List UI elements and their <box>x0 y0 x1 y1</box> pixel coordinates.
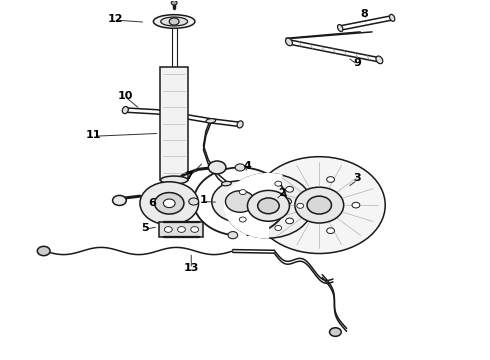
Text: 2: 2 <box>278 188 286 198</box>
Circle shape <box>239 217 246 222</box>
Circle shape <box>295 187 343 223</box>
Polygon shape <box>224 174 282 238</box>
Circle shape <box>239 190 246 195</box>
Bar <box>159 222 203 237</box>
Text: 3: 3 <box>354 173 361 183</box>
Circle shape <box>163 199 175 208</box>
Circle shape <box>189 198 198 205</box>
Circle shape <box>171 1 177 5</box>
Circle shape <box>258 198 279 214</box>
Circle shape <box>225 191 255 212</box>
Text: 10: 10 <box>118 91 133 101</box>
Circle shape <box>224 174 313 238</box>
Circle shape <box>307 196 331 214</box>
Circle shape <box>327 177 335 183</box>
Text: 1: 1 <box>199 195 207 205</box>
Ellipse shape <box>338 24 343 32</box>
Circle shape <box>247 190 290 221</box>
Circle shape <box>191 226 198 232</box>
Circle shape <box>235 164 245 171</box>
Ellipse shape <box>153 15 195 28</box>
Circle shape <box>286 186 294 192</box>
Text: 12: 12 <box>108 14 123 24</box>
Circle shape <box>140 182 198 225</box>
Circle shape <box>253 157 385 253</box>
Ellipse shape <box>161 17 188 26</box>
Text: 11: 11 <box>86 130 101 140</box>
Text: 7: 7 <box>185 171 193 181</box>
Circle shape <box>286 218 294 224</box>
Circle shape <box>275 225 282 230</box>
Circle shape <box>228 231 238 239</box>
Text: 5: 5 <box>141 224 148 233</box>
Circle shape <box>330 328 341 336</box>
Text: 4: 4 <box>244 161 251 171</box>
Ellipse shape <box>237 121 243 128</box>
Ellipse shape <box>286 38 293 46</box>
Circle shape <box>208 161 226 174</box>
Text: 13: 13 <box>184 263 199 273</box>
Text: 9: 9 <box>353 58 361 68</box>
Ellipse shape <box>206 119 216 123</box>
Ellipse shape <box>390 14 395 21</box>
Circle shape <box>297 203 304 208</box>
Ellipse shape <box>221 181 231 186</box>
Ellipse shape <box>376 56 383 64</box>
Text: 6: 6 <box>148 198 156 208</box>
Circle shape <box>113 195 126 206</box>
Circle shape <box>275 181 282 186</box>
Circle shape <box>37 246 50 256</box>
Bar <box>160 67 188 180</box>
Circle shape <box>169 18 179 25</box>
Ellipse shape <box>122 107 128 114</box>
Circle shape <box>155 193 184 214</box>
Circle shape <box>212 181 269 222</box>
Text: 8: 8 <box>361 9 368 19</box>
Circle shape <box>177 226 185 232</box>
Circle shape <box>352 202 360 208</box>
Circle shape <box>282 198 292 205</box>
Circle shape <box>164 226 172 232</box>
Circle shape <box>327 228 335 234</box>
Ellipse shape <box>160 176 188 184</box>
